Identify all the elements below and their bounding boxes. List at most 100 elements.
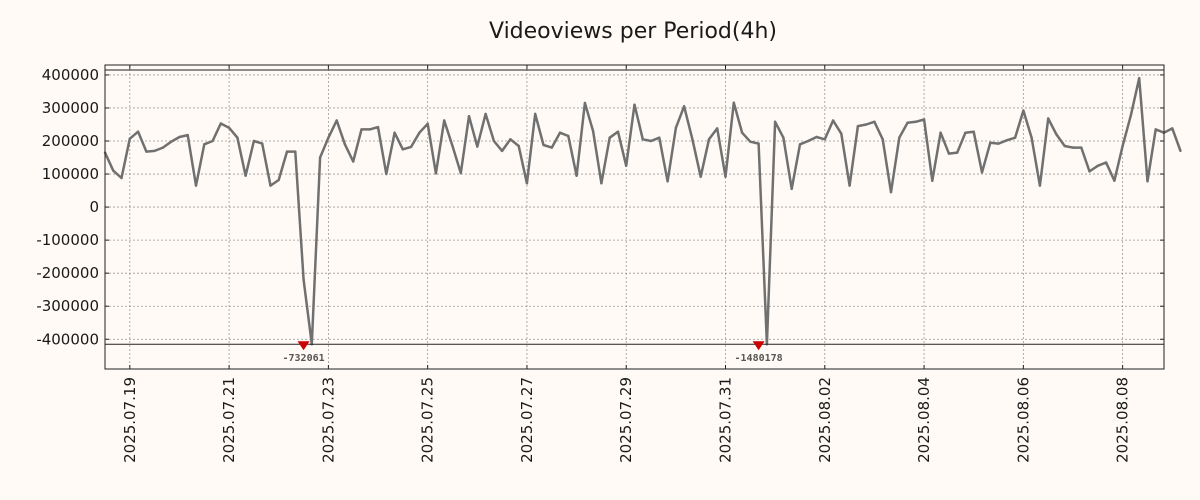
clip-markers: -732061 -1480178 [105,69,1164,364]
data-point [401,148,404,151]
data-point [219,122,222,125]
data-point [476,145,479,148]
data-point [964,131,967,134]
data-point [327,136,330,139]
y-tick-label: 400000 [42,66,99,84]
data-point [178,135,181,139]
data-point [906,121,909,125]
data-point [980,171,984,174]
data-point [542,143,545,147]
data-point [1146,180,1149,183]
data-point [831,119,835,122]
data-point [285,150,289,153]
data-point [939,131,942,134]
data-point [434,172,438,175]
data-point [227,126,231,129]
x-tick-label: 2025.08.08 [1114,377,1132,463]
series-line-videoviews [103,76,1182,346]
data-point [947,152,951,155]
data-point [459,171,462,175]
clip-label: -1480178 [735,353,783,364]
data-point [1113,179,1116,182]
data-point [989,141,992,144]
data-point [633,103,636,106]
x-tick-label: 2025.07.25 [419,377,437,463]
data-point [1121,144,1124,148]
data-point [186,133,189,137]
data-point [567,134,570,138]
data-point [1005,139,1008,142]
data-point [823,138,826,141]
data-point [575,174,578,177]
series-layer [103,76,1182,346]
data-point [335,119,338,122]
data-point [244,174,247,177]
data-point [302,278,305,281]
data-point [1104,161,1108,164]
data-point [443,119,446,122]
data-point [856,124,860,128]
data-point [1022,109,1025,112]
data-point [343,143,347,146]
x-tick-label: 2025.08.06 [1014,377,1032,463]
data-point [467,115,471,118]
y-tick-label: 200000 [42,132,99,150]
data-point [1071,146,1075,149]
data-point [352,160,355,163]
data-point [583,101,587,105]
y-axis: 400000 300000 200000 100000 0 -100000 -200000 -… [36,66,1164,348]
data-point [409,145,413,149]
data-point [550,146,553,149]
data-point [261,142,264,145]
x-tick-label: 2025.07.27 [518,377,536,463]
data-point [509,138,512,141]
data-point [161,146,165,149]
data-point [1138,77,1141,80]
data-point [649,139,653,143]
data-point [972,130,975,133]
data-point [782,136,785,139]
data-point [318,156,322,159]
data-point [773,120,777,124]
data-point [674,126,678,129]
data-point [418,131,421,134]
y-tick-label: 300000 [42,99,99,117]
data-point [211,139,214,143]
data-point [236,136,239,139]
data-point [376,125,380,129]
data-point [790,187,793,191]
data-point [658,136,661,139]
x-axis: 2025.07.19 2025.07.21 2025.07.23 2025.07.25… [121,65,1132,463]
y-tick-label: -200000 [36,264,99,282]
data-point [682,105,686,108]
data-point [534,112,537,116]
data-point [641,138,644,141]
y-tick-label: -300000 [36,297,99,315]
data-point [1055,133,1058,136]
data-point [1129,114,1133,117]
data-point [997,142,1000,145]
data-point [931,179,934,182]
data-point [873,120,876,124]
data-point [865,123,868,126]
data-point [1047,117,1050,120]
data-point [252,139,256,143]
data-point [922,118,926,121]
data-point [492,139,496,143]
x-tick-label: 2025.07.31 [717,377,735,463]
data-point [749,140,752,143]
data-point [666,180,669,183]
data-point [393,131,396,134]
y-tick-label: 0 [89,198,99,216]
data-point [153,149,156,153]
data-point [798,143,802,146]
data-point [1080,146,1083,149]
x-tick-label: 2025.07.23 [319,377,337,463]
clip-label: -732061 [282,353,324,364]
data-point [1030,136,1033,139]
data-point [558,131,562,134]
data-point [591,129,595,133]
data-point [840,132,843,135]
data-point [145,150,148,153]
